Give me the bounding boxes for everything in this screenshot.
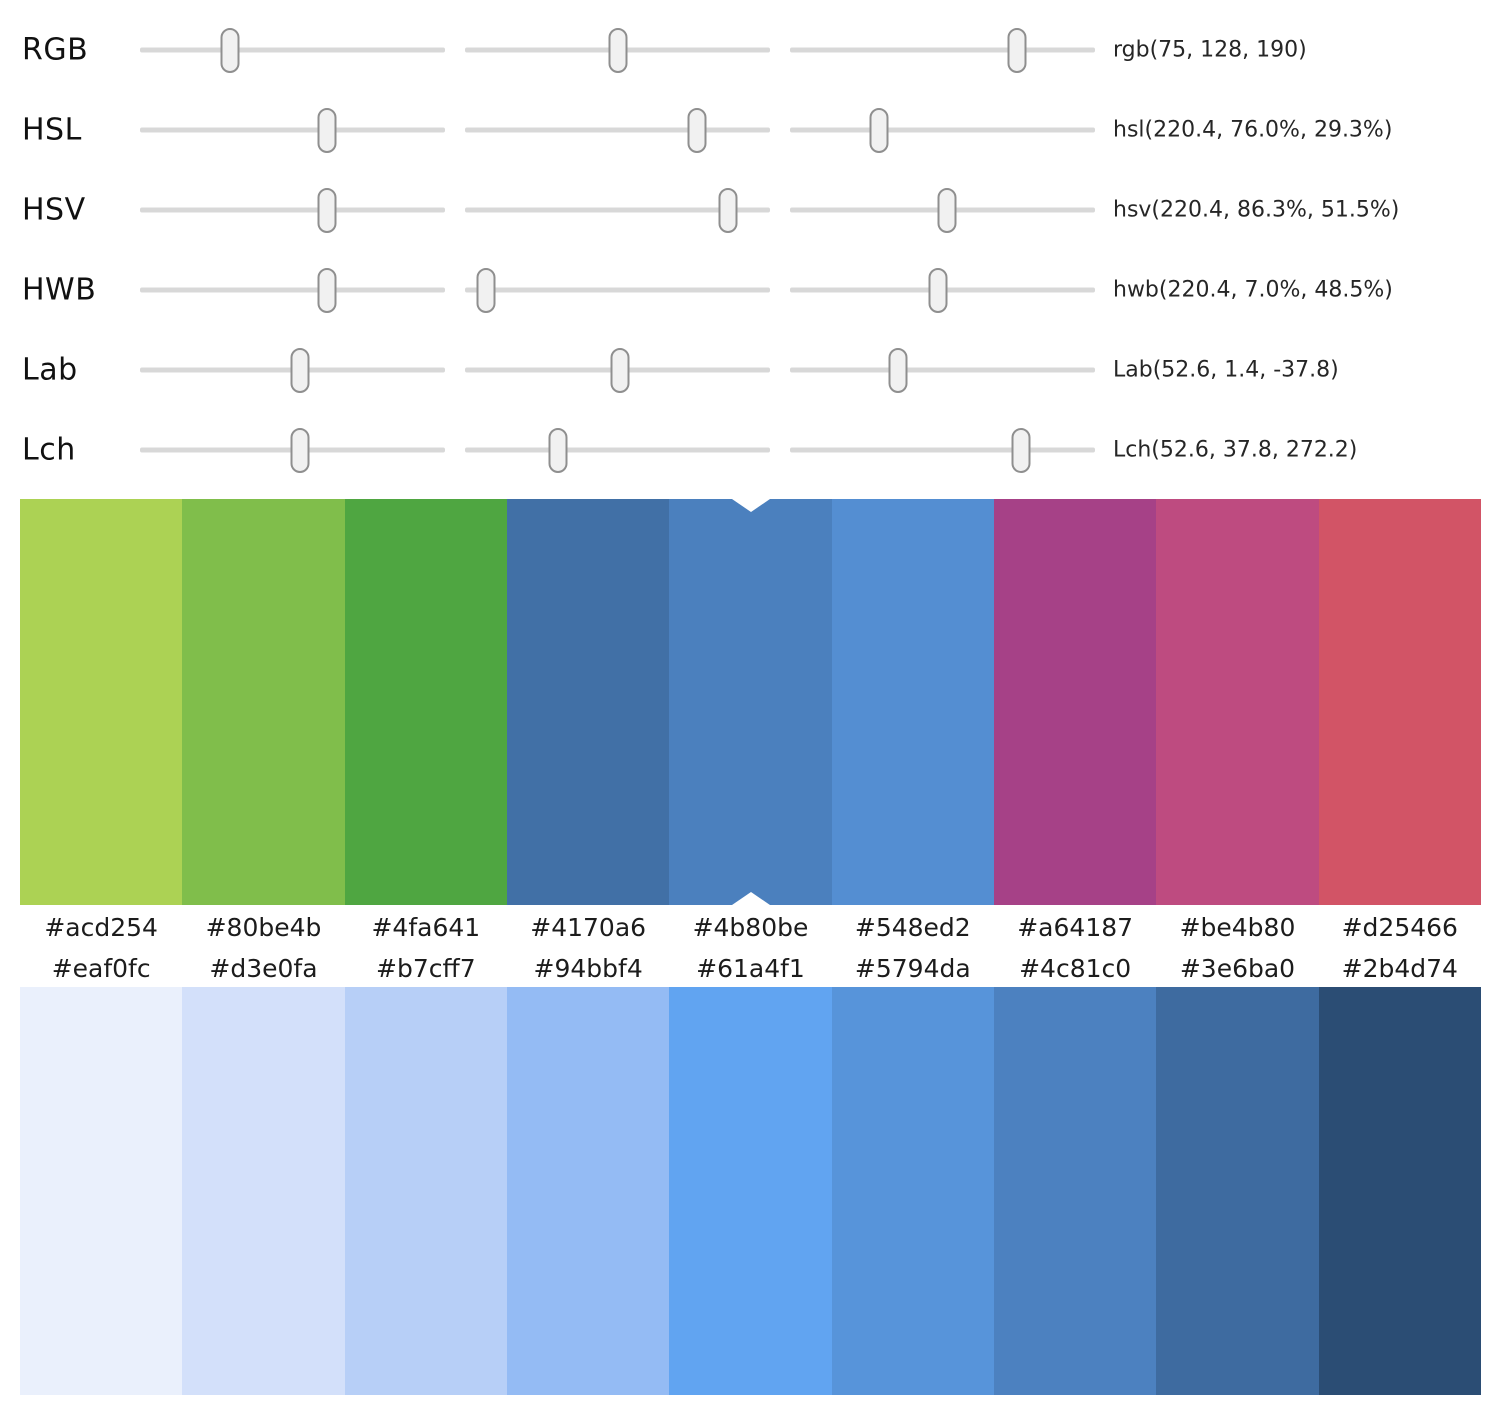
swatch-hex-label: #acd254 xyxy=(44,913,158,942)
lch-value-label: Lch(52.6, 37.8, 272.2) xyxy=(1113,437,1358,463)
hwb-hue-slider-thumb[interactable] xyxy=(317,267,337,313)
palette-swatch[interactable] xyxy=(506,499,670,905)
rgb-blue-slider-thumb[interactable] xyxy=(1007,27,1027,73)
lch-lightness-slider-thumb[interactable] xyxy=(290,427,310,473)
lightness-palette-hex-labels: #eaf0fc #d3e0fa #b7cff7 #94bbf4 #61a4f1 … xyxy=(20,949,1481,987)
colorspace-label-lab: Lab xyxy=(22,352,78,388)
palette-swatch[interactable] xyxy=(20,499,183,905)
lch-lightness-slider-track[interactable] xyxy=(140,427,445,473)
swatch-hex-label: #61a4f1 xyxy=(696,953,805,983)
swatch-hex-label: #4fa641 xyxy=(371,913,481,942)
palette-swatch[interactable] xyxy=(993,987,1157,1395)
palette-swatch-selected[interactable] xyxy=(669,499,832,905)
rgb-red-slider-thumb[interactable] xyxy=(220,27,240,73)
swatch-hex-label: #94bbf4 xyxy=(533,953,643,983)
swatch-hex-label: #eaf0fc xyxy=(51,953,151,983)
selected-swatch-notch-top-icon xyxy=(731,499,770,512)
lch-hue-slider-thumb[interactable] xyxy=(1011,427,1031,473)
lab-value-label: Lab(52.6, 1.4, -37.8) xyxy=(1113,357,1339,383)
hsv-value-slider-track[interactable] xyxy=(790,187,1095,233)
palette-swatch[interactable] xyxy=(344,987,507,1395)
swatch-hex-label: #be4b80 xyxy=(1179,913,1296,942)
slider-row-rgb: RGB rgb(75, 128, 190) xyxy=(0,10,1501,90)
hsl-saturation-slider-track[interactable] xyxy=(465,107,770,153)
hwb-whiteness-slider-track[interactable] xyxy=(465,267,770,313)
hsv-saturation-slider-track[interactable] xyxy=(465,187,770,233)
swatch-hex-label: #80be4b xyxy=(205,913,322,942)
palette-swatch[interactable] xyxy=(993,499,1157,905)
slider-row-hsv: HSV hsv(220.4, 86.3%, 51.5%) xyxy=(0,170,1501,250)
rgb-green-slider-track[interactable] xyxy=(465,27,770,73)
hsv-saturation-slider-thumb[interactable] xyxy=(718,187,738,233)
hsv-value-slider-thumb[interactable] xyxy=(937,187,957,233)
hwb-whiteness-slider-thumb[interactable] xyxy=(476,267,496,313)
swatch-hex-label: #5794da xyxy=(854,953,971,983)
lab-b-slider-thumb[interactable] xyxy=(888,347,908,393)
palette-swatch[interactable] xyxy=(182,987,345,1395)
hsl-lightness-slider-thumb[interactable] xyxy=(869,107,889,153)
hsv-hue-slider-thumb[interactable] xyxy=(317,187,337,233)
swatch-hex-label: #b7cff7 xyxy=(376,953,476,983)
lab-lightness-slider-track[interactable] xyxy=(140,347,445,393)
lab-a-slider-track[interactable] xyxy=(465,347,770,393)
palette-swatch[interactable] xyxy=(831,499,994,905)
rgb-blue-slider-track[interactable] xyxy=(790,27,1095,73)
palette-swatch[interactable] xyxy=(831,987,994,1395)
slider-row-lch: Lch Lch(52.6, 37.8, 272.2) xyxy=(0,410,1501,490)
swatch-hex-label: #548ed2 xyxy=(854,913,971,942)
colorspace-label-hsv: HSV xyxy=(22,192,86,228)
colorspace-label-hsl: HSL xyxy=(22,112,82,148)
hwb-hue-slider-track[interactable] xyxy=(140,267,445,313)
swatch-hex-label: #a64187 xyxy=(1017,913,1134,942)
slider-row-hsl: HSL hsl(220.4, 76.0%, 29.3%) xyxy=(0,90,1501,170)
hue-palette-hex-labels: #acd254 #80be4b #4fa641 #4170a6 #4b80be … xyxy=(20,905,1481,950)
palette-swatch[interactable] xyxy=(344,499,507,905)
lab-a-slider-thumb[interactable] xyxy=(610,347,630,393)
palette-swatch[interactable] xyxy=(1156,987,1319,1395)
hwb-value-label: hwb(220.4, 7.0%, 48.5%) xyxy=(1113,277,1393,303)
lab-lightness-slider-thumb[interactable] xyxy=(290,347,310,393)
selected-swatch-notch-bottom-icon xyxy=(731,892,770,905)
swatch-hex-label: #d25466 xyxy=(1341,913,1458,942)
hsl-saturation-slider-thumb[interactable] xyxy=(687,107,707,153)
palette-swatch[interactable] xyxy=(182,499,345,905)
palette-swatch[interactable] xyxy=(1156,499,1319,905)
palette-swatch[interactable] xyxy=(1318,499,1481,905)
hsl-lightness-slider-track[interactable] xyxy=(790,107,1095,153)
rgb-value-label: rgb(75, 128, 190) xyxy=(1113,37,1307,63)
lch-chroma-slider-thumb[interactable] xyxy=(548,427,568,473)
lab-b-slider-track[interactable] xyxy=(790,347,1095,393)
rgb-red-slider-track[interactable] xyxy=(140,27,445,73)
hsl-hue-slider-thumb[interactable] xyxy=(317,107,337,153)
hue-scale-palette xyxy=(20,499,1481,905)
lch-hue-slider-track[interactable] xyxy=(790,427,1095,473)
swatch-hex-label: #3e6ba0 xyxy=(1179,953,1296,983)
colorspace-label-hwb: HWB xyxy=(22,272,97,308)
palette-swatch[interactable] xyxy=(506,987,670,1395)
swatch-hex-label: #d3e0fa xyxy=(209,953,318,983)
colorspace-label-lch: Lch xyxy=(22,432,76,468)
lch-chroma-slider-track[interactable] xyxy=(465,427,770,473)
hsv-value-label: hsv(220.4, 86.3%, 51.5%) xyxy=(1113,197,1400,223)
palette-swatch[interactable] xyxy=(669,987,832,1395)
swatch-hex-label: #4170a6 xyxy=(530,913,647,942)
slider-row-lab: Lab Lab(52.6, 1.4, -37.8) xyxy=(0,330,1501,410)
hsl-hue-slider-track[interactable] xyxy=(140,107,445,153)
swatch-hex-label: #4c81c0 xyxy=(1019,953,1132,983)
hwb-blackness-slider-thumb[interactable] xyxy=(928,267,948,313)
slider-row-hwb: HWB hwb(220.4, 7.0%, 48.5%) xyxy=(0,250,1501,330)
hwb-blackness-slider-track[interactable] xyxy=(790,267,1095,313)
palette-swatch[interactable] xyxy=(1318,987,1481,1395)
palette-swatch[interactable] xyxy=(20,987,183,1395)
hsv-hue-slider-track[interactable] xyxy=(140,187,445,233)
hsl-value-label: hsl(220.4, 76.0%, 29.3%) xyxy=(1113,117,1393,143)
colorspace-label-rgb: RGB xyxy=(22,32,89,68)
swatch-hex-label: #4b80be xyxy=(692,913,809,942)
rgb-green-slider-thumb[interactable] xyxy=(608,27,628,73)
lightness-scale-palette xyxy=(20,987,1481,1395)
swatch-hex-label: #2b4d74 xyxy=(1341,953,1458,983)
